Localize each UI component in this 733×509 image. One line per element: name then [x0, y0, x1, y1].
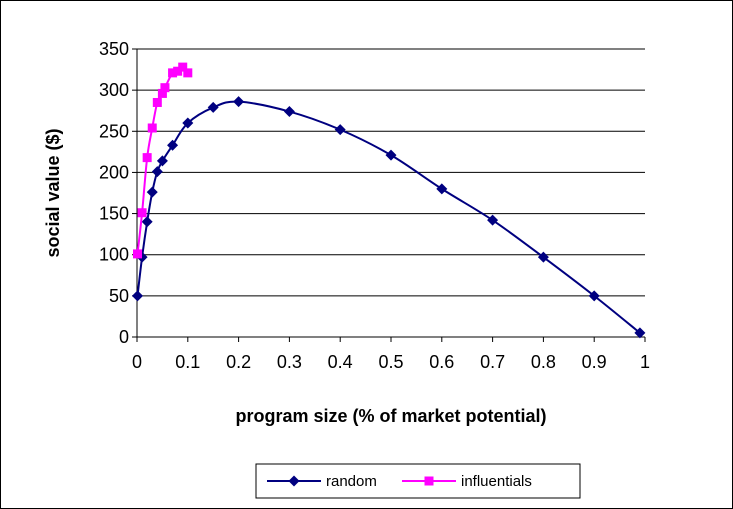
point-random-0 — [132, 290, 144, 302]
axes — [132, 48, 646, 342]
y-tick-label-200: 200 — [99, 162, 129, 182]
point-random-8 — [207, 101, 219, 113]
point-influentials-10 — [183, 68, 193, 78]
point-random-11 — [334, 124, 346, 136]
x-tick-label-0.3: 0.3 — [277, 352, 302, 372]
x-tick-label-0.9: 0.9 — [582, 352, 607, 372]
x-tick-label-1: 1 — [640, 352, 650, 372]
grid-lines — [137, 48, 645, 297]
point-random-10 — [283, 106, 295, 118]
point-random-15 — [537, 251, 549, 263]
data-series — [132, 62, 646, 339]
x-tick-label-0.2: 0.2 — [226, 352, 251, 372]
legend-label-random: random — [326, 473, 377, 490]
point-random-13 — [436, 183, 448, 195]
point-influentials-6 — [160, 83, 170, 93]
x-tick-label-0.8: 0.8 — [531, 352, 556, 372]
point-random-16 — [588, 290, 600, 302]
point-influentials-4 — [152, 97, 162, 107]
y-tick-label-150: 150 — [99, 204, 129, 224]
point-influentials-1 — [137, 208, 147, 218]
point-influentials-2 — [142, 153, 152, 163]
series-influentials — [133, 62, 193, 259]
point-random-12 — [385, 149, 397, 161]
point-random-4 — [151, 166, 163, 178]
point-random-3 — [146, 186, 158, 198]
y-tick-label-100: 100 — [99, 245, 129, 265]
point-random-2 — [141, 216, 153, 228]
legend-marker-influentials — [424, 476, 434, 486]
point-influentials-5 — [157, 88, 167, 98]
y-tick-label-0: 0 — [119, 327, 129, 347]
y-tick-label-300: 300 — [99, 80, 129, 100]
point-influentials-9 — [178, 62, 188, 72]
point-random-6 — [167, 139, 179, 151]
point-random-17 — [634, 327, 646, 339]
point-random-5 — [156, 155, 168, 167]
point-influentials-7 — [168, 68, 178, 78]
x-tick-label-0.1: 0.1 — [175, 352, 200, 372]
point-influentials-3 — [147, 123, 157, 133]
point-random-14 — [487, 214, 499, 226]
tick-labels: 0 50 100 150 200 250 300 350 0 0.1 0.2 0.3 0.4 0.5 0.6… — [99, 39, 650, 372]
point-random-9 — [233, 96, 245, 108]
x-tick-label-0: 0 — [132, 352, 142, 372]
y-tick-label-50: 50 — [109, 286, 129, 306]
legend: random influentials — [255, 463, 581, 499]
x-tick-label-0.7: 0.7 — [480, 352, 505, 372]
series-random — [132, 96, 646, 339]
x-tick-label-0.4: 0.4 — [328, 352, 353, 372]
series-line-random — [136, 100, 641, 334]
y-tick-label-250: 250 — [99, 121, 129, 141]
legend-marker-random — [288, 475, 300, 487]
point-random-7 — [182, 117, 194, 129]
legend-label-influentials: influentials — [461, 473, 532, 490]
y-axis-title: social value ($) — [43, 128, 63, 257]
point-influentials-0 — [133, 249, 143, 259]
point-influentials-8 — [173, 66, 183, 76]
x-tick-label-0.6: 0.6 — [429, 352, 454, 372]
x-axis-title: program size (% of market potential) — [235, 406, 546, 426]
x-tick-label-0.5: 0.5 — [378, 352, 403, 372]
y-tick-label-350: 350 — [99, 39, 129, 59]
